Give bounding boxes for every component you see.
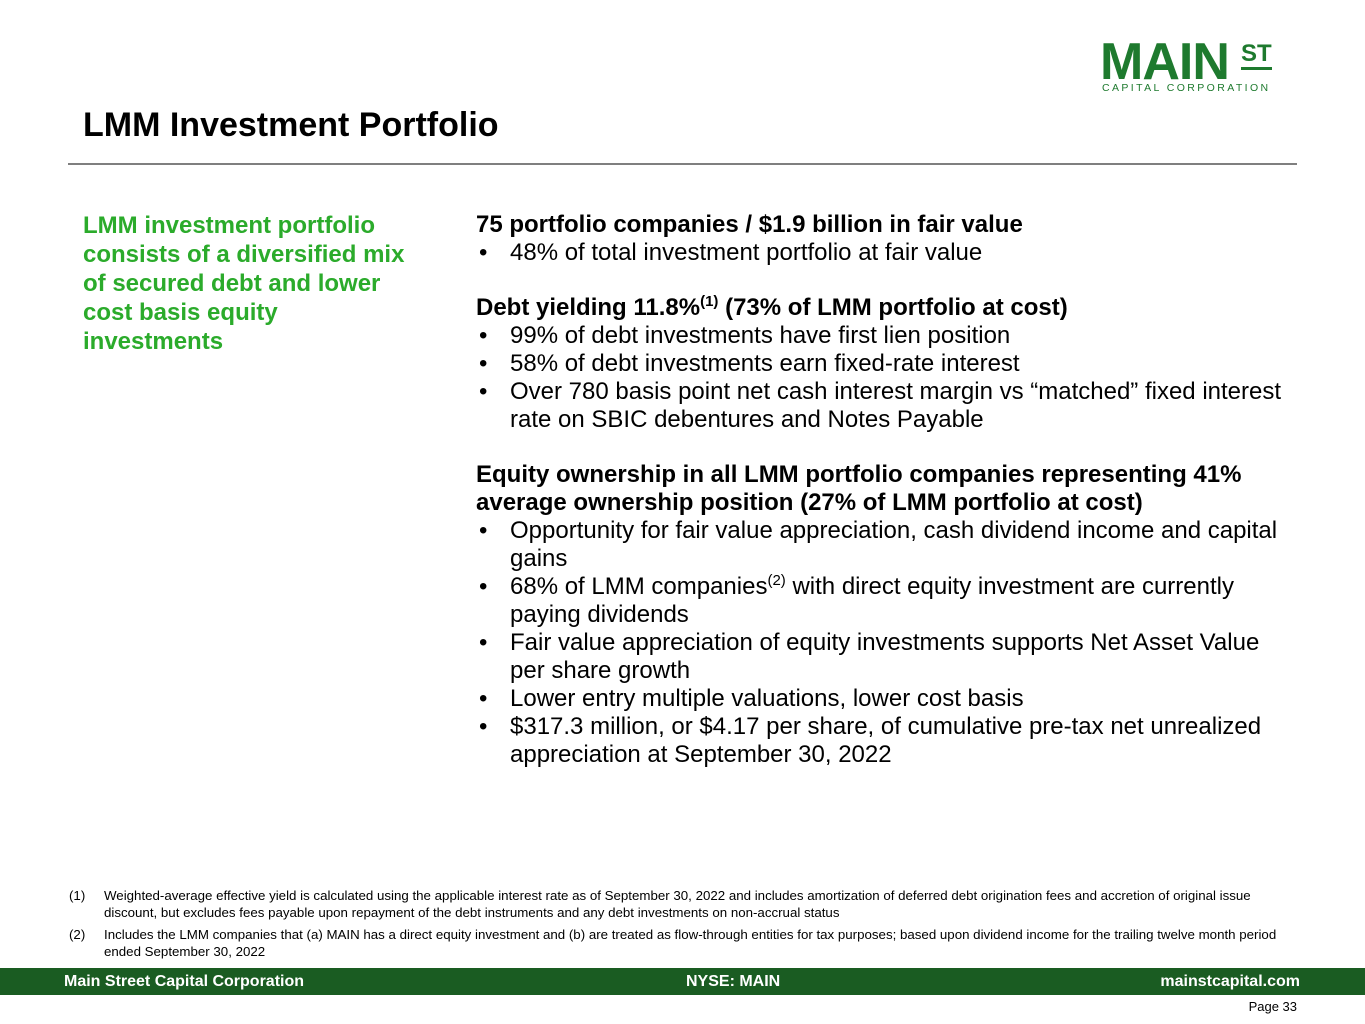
footnote-number: (2) [69, 927, 86, 942]
logo-st-mark: ST [1241, 42, 1272, 70]
footnote-text: Weighted-average effective yield is calc… [104, 888, 1251, 920]
logo-wordmark: MAIN [1100, 33, 1230, 91]
bullet-marker: • [479, 322, 488, 349]
bullet-list: • Opportunity for fair value appreciation… [476, 517, 1296, 769]
title-divider [68, 163, 1297, 165]
bullet-text: 68% of LMM companies [510, 573, 768, 600]
bullet-text: 48% of total investment portfolio at fai… [510, 239, 983, 266]
bullet-text: Opportunity for fair value appreciation,… [510, 517, 1278, 572]
bullet-item: • 68% of LMM companies(2) with direct equ… [476, 573, 1296, 629]
bullet-item: • Fair value appreciation of equity inves… [476, 629, 1296, 685]
footnote: (2) Includes the LMM companies that (a) … [69, 926, 1289, 960]
heading-text: Debt yielding 11.8% [476, 294, 701, 321]
bullet-text: $317.3 million, or $4.17 per share, of c… [510, 713, 1262, 768]
bullet-item: • $317.3 million, or $4.17 per share, of … [476, 713, 1296, 769]
bullet-item: • 58% of debt investments earn fixed-rate… [476, 350, 1296, 378]
bullet-marker: • [479, 350, 488, 377]
bullet-item: • 99% of debt investments have first lien… [476, 322, 1296, 350]
bullet-marker: • [479, 573, 488, 600]
heading-text-cont: (73% of LMM portfolio at cost) [718, 294, 1068, 321]
page-number: Page 33 [1248, 999, 1297, 1014]
bullet-marker: • [479, 378, 488, 405]
main-street-logo: MAIN ST CAPITAL CORPORATION [1100, 33, 1280, 96]
section-heading: Debt yielding 11.8%(1) (73% of LMM portf… [476, 294, 1296, 322]
footnotes: (1) Weighted-average effective yield is … [69, 887, 1289, 965]
footer-company: Main Street Capital Corporation [64, 973, 305, 990]
bullet-text: 99% of debt investments have first lien … [510, 322, 1011, 349]
bullet-text: 58% of debt investments earn fixed-rate … [510, 350, 1020, 377]
bullet-marker: • [479, 239, 488, 266]
left-callout: LMM investment portfolio consists of a d… [83, 212, 405, 355]
section-heading: 75 portfolio companies / $1.9 billion in… [476, 211, 1023, 238]
footnote-number: (1) [69, 888, 86, 903]
bullet-list: • 99% of debt investments have first lien… [476, 322, 1296, 434]
bullet-item: • Opportunity for fair value appreciation… [476, 517, 1296, 573]
footnote-text: Includes the LMM companies that (a) MAIN… [104, 927, 1277, 959]
bullet-marker: • [479, 517, 488, 544]
footer-bar: Main Street Capital Corporation NYSE: MA… [0, 968, 1365, 995]
footer-website: mainstcapital.com [1160, 973, 1300, 990]
main-content: 75 portfolio companies / $1.9 billion in… [476, 211, 1296, 796]
bullet-item: • Lower entry multiple valuations, lower … [476, 685, 1296, 713]
bullet-list: • 48% of total investment portfolio at fa… [476, 239, 1296, 267]
footnote-ref: (1) [700, 293, 719, 310]
section-equity: Equity ownership in all LMM portfolio co… [476, 461, 1296, 769]
bullet-text: Over 780 basis point net cash interest m… [510, 378, 1282, 433]
bullet-marker: • [479, 685, 488, 712]
page-title: LMM Investment Portfolio [83, 106, 499, 144]
section-portfolio-summary: 75 portfolio companies / $1.9 billion in… [476, 211, 1296, 267]
footnote-ref: (2) [767, 572, 786, 589]
bullet-text: Lower entry multiple valuations, lower c… [510, 685, 1024, 712]
bullet-item: • 48% of total investment portfolio at fa… [476, 239, 1296, 267]
bullet-item: • Over 780 basis point net cash interest … [476, 378, 1296, 434]
bullet-text: Fair value appreciation of equity invest… [510, 629, 1260, 684]
bullet-marker: • [479, 713, 488, 740]
bullet-marker: • [479, 629, 488, 656]
section-heading: Equity ownership in all LMM portfolio co… [476, 461, 1242, 516]
section-debt: Debt yielding 11.8%(1) (73% of LMM portf… [476, 294, 1296, 434]
logo-subtitle: CAPITAL CORPORATION [1102, 82, 1271, 94]
footer-ticker: NYSE: MAIN [686, 973, 781, 990]
bullet-text-cont: with direct equity investment are curren… [510, 573, 1234, 628]
footnote: (1) Weighted-average effective yield is … [69, 887, 1289, 921]
